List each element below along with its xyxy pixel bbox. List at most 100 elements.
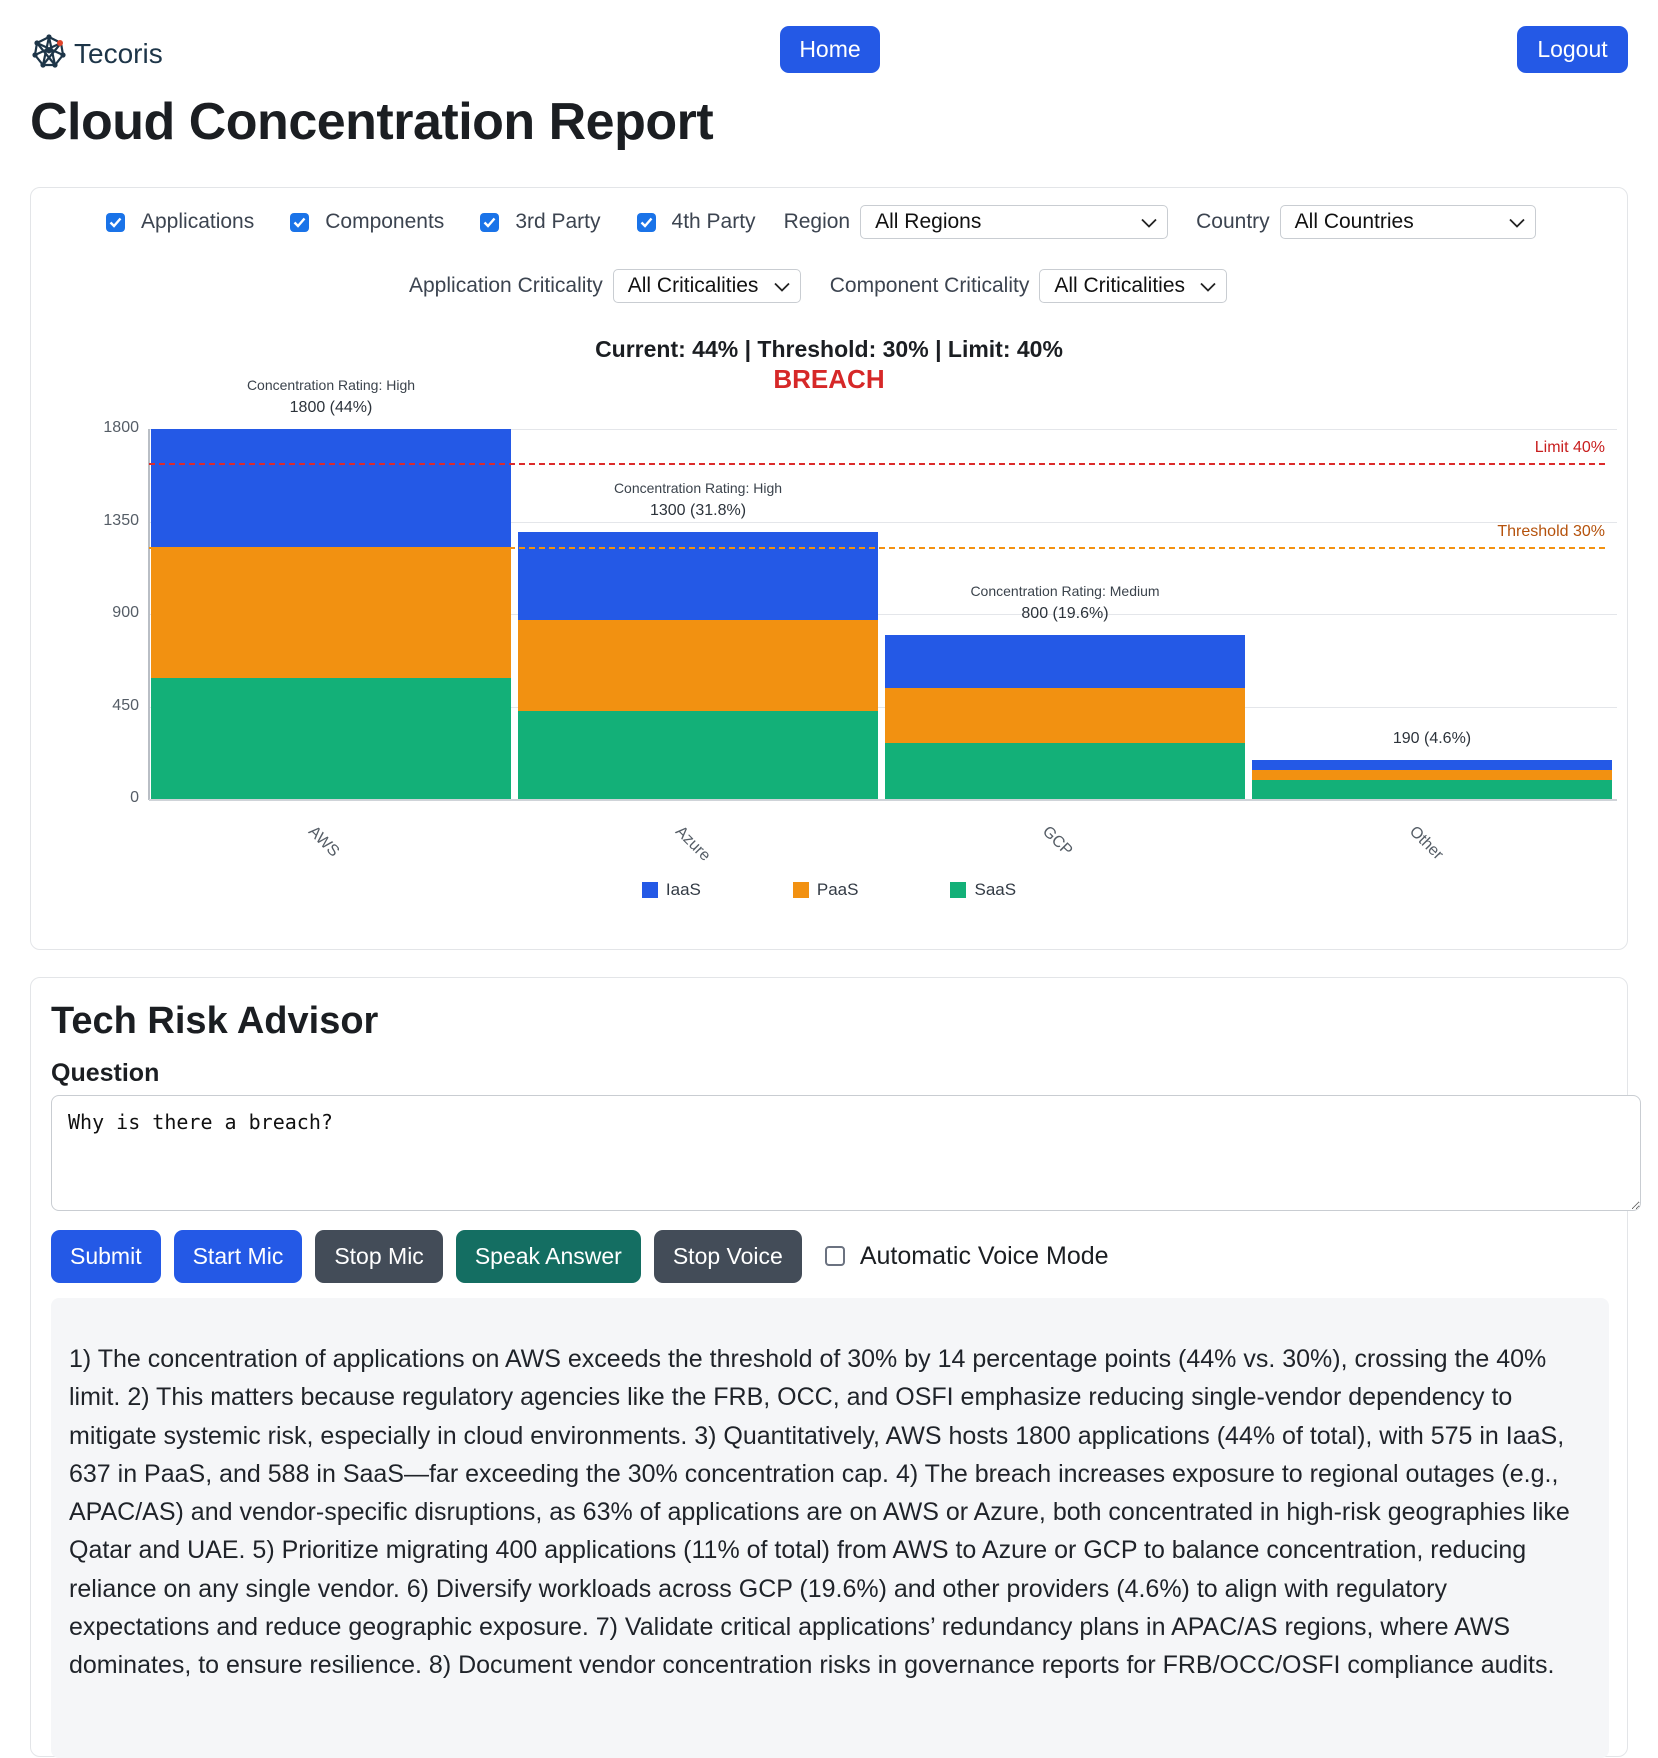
- bar-segment-paas[interactable]: [1252, 770, 1612, 781]
- question-input[interactable]: Why is there a breach?: [51, 1095, 1641, 1211]
- top-bar: Tecoris Home Logout: [0, 0, 1658, 90]
- bar-other[interactable]: [1252, 759, 1612, 799]
- comp-criticality-select[interactable]: All Criticalities: [1039, 269, 1228, 303]
- brand-logo[interactable]: Tecoris: [32, 34, 163, 73]
- bar-segment-paas[interactable]: [518, 620, 878, 711]
- chart-status-text: Current: 44% | Threshold: 30% | Limit: 4…: [595, 336, 1063, 362]
- legend-label: IaaS: [665, 880, 701, 899]
- bar-segment-saas[interactable]: [518, 710, 878, 799]
- tech-risk-advisor-card: Tech Risk Advisor Question Why is there …: [30, 977, 1641, 1758]
- concentration-rating-label: Concentration Rating: High: [613, 479, 783, 496]
- legend-swatch-paas: [792, 882, 809, 898]
- submit-button[interactable]: Submit: [51, 1229, 161, 1283]
- region-label: Region: [783, 210, 851, 233]
- advisor-answer: 1) The concentration of applications on …: [51, 1298, 1609, 1758]
- filter-label: Components: [325, 210, 445, 233]
- automatic-voice-mode-label: Automatic Voice Mode: [859, 1241, 1109, 1270]
- comp-criticality-label: Component Criticality: [829, 274, 1030, 297]
- concentration-rating-label: Concentration Rating: High: [246, 377, 416, 393]
- comp-criticality-value: All Criticalities: [1054, 274, 1186, 297]
- checkbox-checked-icon[interactable]: [480, 212, 500, 232]
- y-tick-label: 1350: [103, 511, 139, 529]
- filter-3rd-party[interactable]: 3rd Party: [480, 210, 601, 234]
- bar-azure[interactable]: [518, 531, 878, 799]
- country-label: Country: [1196, 210, 1270, 233]
- brand-name: Tecoris: [74, 37, 163, 69]
- question-label: Question: [51, 1059, 160, 1087]
- reference-line-label: Limit 40%: [1534, 438, 1605, 456]
- bar-segment-iaas[interactable]: [885, 634, 1245, 688]
- app-criticality-label: Application Criticality: [409, 274, 603, 297]
- bar-segment-saas[interactable]: [151, 678, 511, 799]
- bar-total-label: 1300 (31.8%): [649, 501, 747, 519]
- filter-components[interactable]: Components: [290, 210, 444, 234]
- bar-segment-iaas[interactable]: [518, 531, 878, 621]
- bar-segment-iaas[interactable]: [151, 429, 511, 548]
- bar-aws[interactable]: [151, 429, 511, 799]
- advisor-actions: Submit Start Mic Stop Mic Speak Answer S…: [51, 1229, 1109, 1283]
- filter-applications[interactable]: Applications: [106, 210, 254, 234]
- app-criticality-select[interactable]: All Criticalities: [612, 269, 801, 303]
- legend-label: SaaS: [974, 880, 1017, 899]
- checkbox-unchecked-icon[interactable]: [824, 1246, 845, 1266]
- chart-legend: IaaS PaaS SaaS: [31, 880, 1627, 900]
- filter-row: Applications Components 3rd Party 4th Pa…: [106, 204, 1536, 240]
- legend-swatch-iaas: [641, 882, 658, 898]
- page-title: Cloud Concentration Report: [30, 93, 714, 151]
- bar-segment-paas[interactable]: [151, 547, 511, 679]
- start-mic-button[interactable]: Start Mic: [173, 1229, 303, 1283]
- gridline: [149, 521, 1617, 523]
- automatic-voice-mode-toggle[interactable]: Automatic Voice Mode: [824, 1241, 1109, 1271]
- criticality-filter-row: Application Criticality All Criticalitie…: [409, 268, 1228, 304]
- bar-total-label: 190 (4.6%): [1392, 729, 1472, 747]
- legend-item-saas[interactable]: SaaS: [950, 880, 1016, 900]
- region-value: All Regions: [875, 210, 982, 233]
- advisor-title: Tech Risk Advisor: [51, 1000, 379, 1042]
- chevron-down-icon: [1200, 274, 1216, 298]
- legend-item-iaas[interactable]: IaaS: [641, 880, 701, 900]
- logout-button[interactable]: Logout: [1517, 26, 1628, 73]
- filter-label: Applications: [141, 210, 255, 233]
- legend-swatch-saas: [950, 882, 967, 898]
- x-tick-label: GCP: [1038, 823, 1076, 860]
- app-criticality-value: All Criticalities: [627, 274, 759, 297]
- bar-segment-paas[interactable]: [885, 687, 1245, 744]
- stop-mic-button[interactable]: Stop Mic: [315, 1229, 443, 1283]
- country-value: All Countries: [1294, 210, 1414, 233]
- region-select[interactable]: All Regions: [860, 205, 1169, 239]
- y-axis: [148, 429, 150, 800]
- filter-label: 3rd Party: [515, 210, 601, 233]
- reference-line-threshold: [149, 546, 1605, 549]
- breach-indicator: BREACH: [773, 364, 885, 394]
- concentration-rating-label: Concentration Rating: Medium: [970, 582, 1160, 599]
- network-globe-icon: [32, 34, 66, 73]
- chevron-down-icon: [1141, 210, 1157, 234]
- checkbox-checked-icon[interactable]: [290, 212, 310, 232]
- bar-segment-iaas[interactable]: [1252, 759, 1612, 771]
- bar-total-label: 1800 (44%): [289, 399, 373, 416]
- bar-gcp[interactable]: [885, 634, 1245, 799]
- y-tick-label: 450: [112, 696, 139, 714]
- x-tick-label: Other: [1405, 823, 1447, 864]
- gridline: [149, 614, 1617, 615]
- checkbox-checked-icon[interactable]: [636, 212, 656, 232]
- reference-line-limit: [149, 462, 1605, 465]
- bar-total-label: 800 (19.6%): [1021, 604, 1109, 622]
- filter-4th-party[interactable]: 4th Party: [636, 210, 756, 234]
- y-tick-label: 900: [112, 604, 139, 621]
- concentration-chart-card: Applications Components 3rd Party 4th Pa…: [30, 187, 1628, 950]
- stop-voice-button[interactable]: Stop Voice: [653, 1229, 802, 1283]
- legend-item-paas[interactable]: PaaS: [792, 880, 859, 900]
- bar-segment-saas[interactable]: [885, 743, 1245, 799]
- home-button[interactable]: Home: [780, 26, 880, 73]
- legend-label: PaaS: [816, 880, 859, 899]
- y-tick-label: 0: [130, 789, 139, 806]
- speak-answer-button[interactable]: Speak Answer: [455, 1229, 641, 1283]
- filter-label: 4th Party: [671, 210, 756, 233]
- x-axis: [149, 799, 1617, 801]
- country-select[interactable]: All Countries: [1279, 205, 1536, 239]
- x-tick-label: AWS: [304, 823, 343, 861]
- x-tick-label: Azure: [671, 823, 714, 865]
- checkbox-checked-icon[interactable]: [106, 212, 125, 232]
- bar-segment-saas[interactable]: [1252, 780, 1612, 799]
